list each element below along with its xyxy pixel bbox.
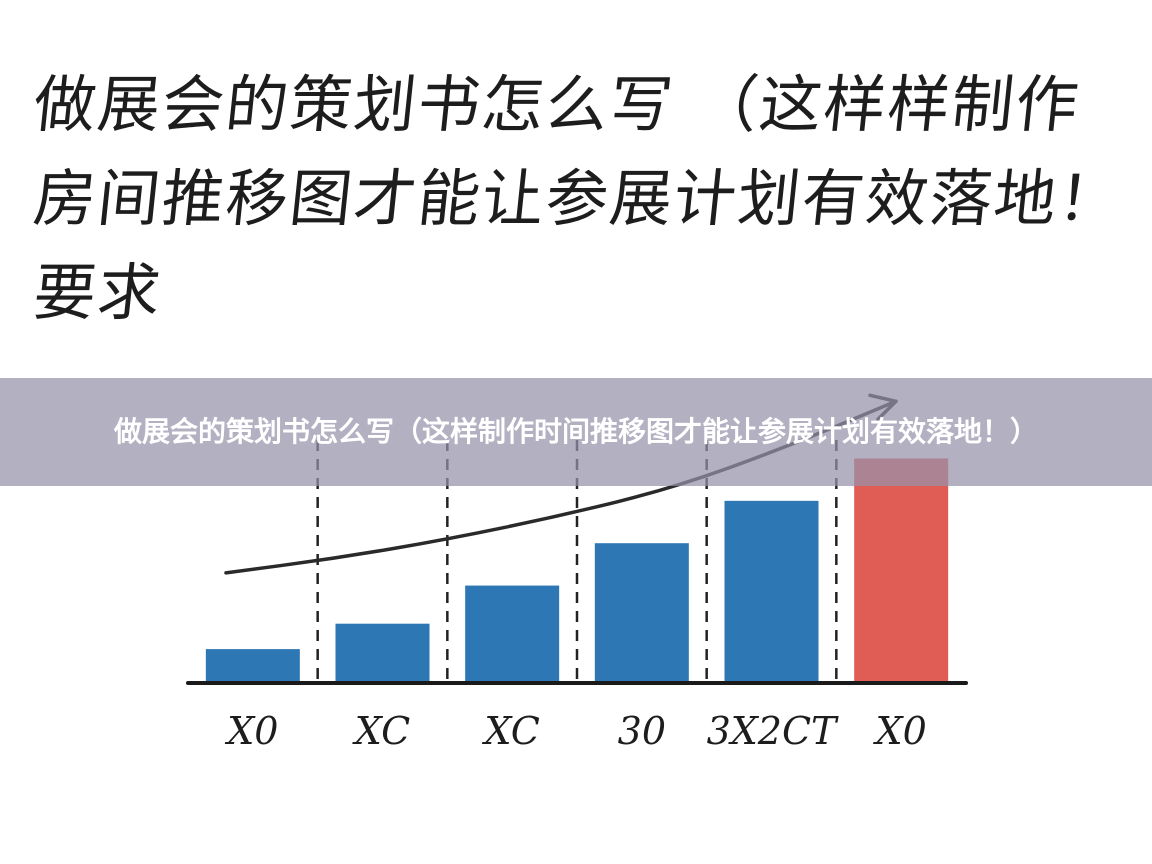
x-tick-label-2: XC bbox=[481, 709, 539, 753]
bar-3 bbox=[594, 543, 689, 683]
x-tick-label-0: X0 bbox=[224, 709, 278, 753]
x-tick-label-4: 3X2CT bbox=[707, 709, 839, 753]
x-tick-label-3: 30 bbox=[618, 709, 666, 753]
bar-2 bbox=[465, 585, 560, 683]
banner-title: 做展会的策划书怎么写（这样制作时间推移图才能让参展计划有效落地！） bbox=[113, 415, 1038, 448]
bar-0 bbox=[205, 649, 300, 683]
x-tick-labels: X0 XC XC 30 3X2CT X0 bbox=[224, 709, 927, 753]
title-banner: 做展会的策划书怎么写（这样制作时间推移图才能让参展计划有效落地！） bbox=[0, 378, 1152, 486]
bars bbox=[205, 458, 949, 683]
bar-4 bbox=[724, 500, 819, 683]
bar-5 bbox=[854, 458, 949, 683]
bar-1 bbox=[335, 623, 430, 683]
x-tick-label-1: XC bbox=[352, 709, 410, 753]
x-tick-label-5: X0 bbox=[873, 709, 927, 753]
